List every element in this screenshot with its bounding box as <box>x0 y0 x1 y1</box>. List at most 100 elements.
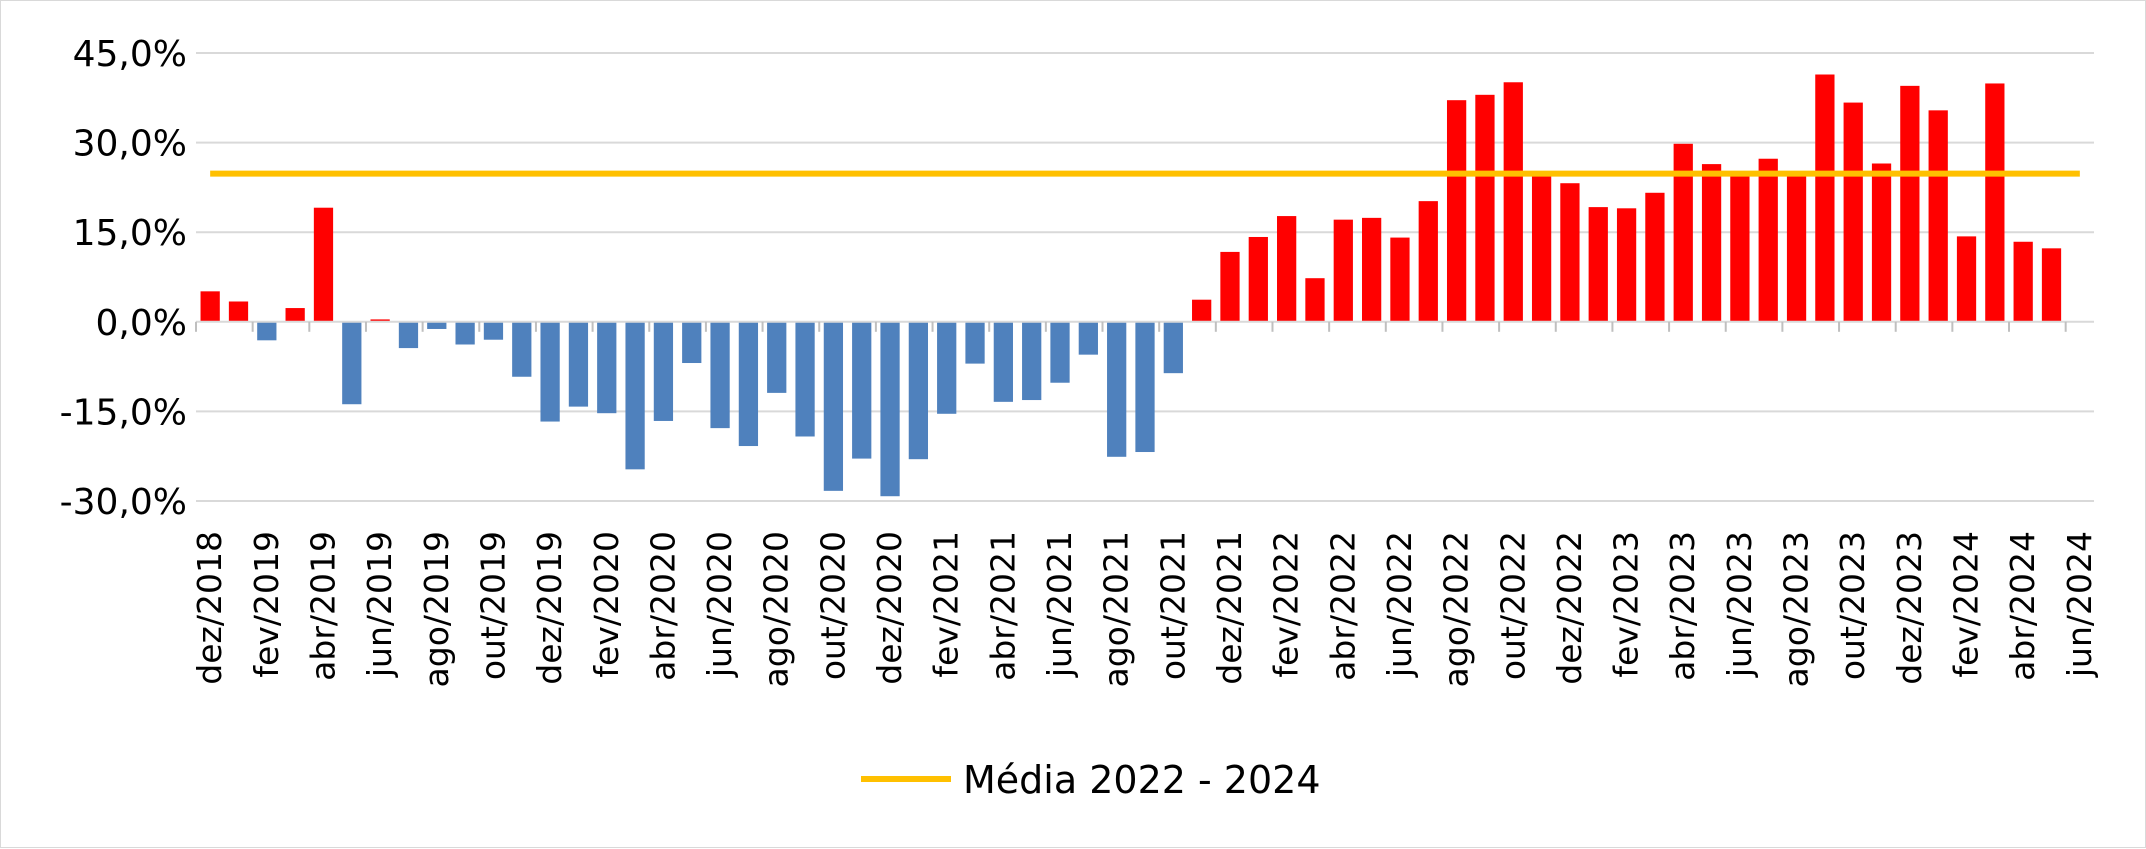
bar-set-2023 <box>1815 74 1835 322</box>
bar-set-2020 <box>795 321 815 437</box>
bar-mai-2019 <box>342 321 362 405</box>
x-tick-label: fev/2021 <box>927 531 966 678</box>
y-axis: 45,0% 30,0% 15,0% 0,0% -15,0% -30,0% <box>60 34 187 523</box>
bar-dez-2018 <box>200 291 220 322</box>
x-tick-label: abr/2019 <box>303 531 342 681</box>
bar-mar-2021 <box>965 321 985 364</box>
bar-ago-2020 <box>767 321 787 393</box>
x-tick-label: fev/2023 <box>1607 531 1646 678</box>
bar-abr-2023 <box>1673 143 1693 322</box>
x-tick-label: dez/2019 <box>530 531 569 685</box>
bar-dez-2022 <box>1560 183 1580 322</box>
bar-mai-2023 <box>1701 164 1722 322</box>
x-tick-label: out/2020 <box>813 531 852 680</box>
bar-ago-2022 <box>1446 100 1467 322</box>
x-tick-label: jun/2022 <box>1380 531 1419 678</box>
x-tick-label: ago/2023 <box>1777 531 1816 687</box>
bar-jan-2019 <box>228 301 249 322</box>
bar-dez-2021 <box>1220 251 1240 322</box>
bar-out-2022 <box>1503 82 1523 322</box>
x-tick-label: abr/2020 <box>643 531 682 681</box>
bar-nov-2023 <box>1871 163 1892 322</box>
bar-ago-2019 <box>427 321 447 329</box>
x-tick-label: fev/2020 <box>587 531 626 678</box>
bars <box>200 74 2062 497</box>
x-tick-label: dez/2018 <box>190 531 229 685</box>
x-tick-label: dez/2022 <box>1550 531 1589 685</box>
x-tick-label: jun/2021 <box>1040 531 1079 678</box>
x-axis-labels: dez/2018 fev/2019 abr/2019 jun/2019 ago/2019… <box>190 531 2099 687</box>
bar-set-2021 <box>1135 321 1155 453</box>
bar-nov-2022 <box>1531 175 1552 322</box>
y-tick-label: 15,0% <box>73 213 187 254</box>
bar-out-2020 <box>823 321 844 491</box>
bar-jun-2021 <box>1050 321 1070 383</box>
bar-out-2021 <box>1163 321 1183 374</box>
x-tick-label: fev/2022 <box>1267 531 1306 678</box>
bar-mai-2024 <box>2041 248 2062 322</box>
bar-mai-2020 <box>682 321 702 364</box>
bar-dez-2023 <box>1900 85 1920 322</box>
x-tick-label: out/2022 <box>1493 531 1532 680</box>
x-tick-label: jun/2019 <box>360 531 399 678</box>
bar-jan-2021 <box>908 321 929 460</box>
bar-ago-2023 <box>1786 176 1807 322</box>
bar-ago-2021 <box>1107 321 1127 457</box>
x-tick-label: ago/2019 <box>417 531 456 687</box>
bar-dez-2020 <box>880 321 900 497</box>
legend-label: Média 2022 - 2024 <box>963 758 1321 802</box>
bar-out-2019 <box>483 321 504 340</box>
bar-jan-2020 <box>568 321 589 407</box>
bar-abr-2024 <box>2013 241 2033 322</box>
bar-mar-2023 <box>1645 192 1665 322</box>
x-tick-label: dez/2021 <box>1210 531 1249 685</box>
legend: Média 2022 - 2024 <box>861 758 1321 802</box>
x-tick-label: ago/2020 <box>757 531 796 687</box>
x-tick-label: ago/2021 <box>1097 531 1136 687</box>
x-tick-label: out/2019 <box>473 531 512 680</box>
bar-jul-2020 <box>738 321 759 447</box>
bar-jan-2023 <box>1588 207 1608 322</box>
bar-abr-2021 <box>993 321 1013 402</box>
bar-fev-2020 <box>597 321 617 414</box>
x-tick-label: abr/2021 <box>983 531 1022 681</box>
y-tick-label: -15,0% <box>60 392 187 433</box>
x-tick-label: abr/2023 <box>1663 531 1702 681</box>
bar-fev-2019 <box>257 321 277 341</box>
bar-out-2023 <box>1843 102 1863 322</box>
bar-nov-2021 <box>1192 299 1212 322</box>
bar-mar-2019 <box>285 308 305 322</box>
bar-fev-2021 <box>937 321 957 414</box>
bar-fev-2023 <box>1616 208 1637 322</box>
x-tick-label: jun/2024 <box>2060 531 2099 678</box>
bar-fev-2024 <box>1956 236 1977 322</box>
bar-abr-2022 <box>1333 219 1353 322</box>
x-tick-label: jun/2023 <box>1720 531 1759 678</box>
bar-nov-2019 <box>512 321 532 377</box>
x-tick-label: fev/2024 <box>1947 531 1986 678</box>
y-tick-label: 0,0% <box>96 303 187 344</box>
bar-mar-2024 <box>1985 83 2005 322</box>
bar-mar-2022 <box>1305 278 1325 322</box>
bar-set-2019 <box>455 321 475 345</box>
y-tick-label: 30,0% <box>73 124 187 165</box>
x-axis <box>195 320 2094 332</box>
x-tick-label: jun/2020 <box>700 531 739 678</box>
bar-jun-2020 <box>710 321 730 429</box>
bar-nov-2020 <box>852 321 872 459</box>
bar-jul-2019 <box>398 321 419 349</box>
x-tick-label: dez/2023 <box>1890 531 1929 685</box>
bar-jan-2022 <box>1248 236 1268 322</box>
bar-abr-2019 <box>313 207 334 322</box>
bar-abr-2020 <box>653 321 674 421</box>
x-tick-label: ago/2022 <box>1437 531 1476 687</box>
bar-jan-2024 <box>1928 110 1948 322</box>
x-tick-label: abr/2022 <box>1323 531 1362 681</box>
gridlines <box>196 52 2094 502</box>
x-tick-label: out/2021 <box>1153 531 1192 680</box>
bar-jun-2023 <box>1730 174 1750 322</box>
x-tick-label: fev/2019 <box>247 531 286 678</box>
bar-jul-2021 <box>1078 321 1098 355</box>
